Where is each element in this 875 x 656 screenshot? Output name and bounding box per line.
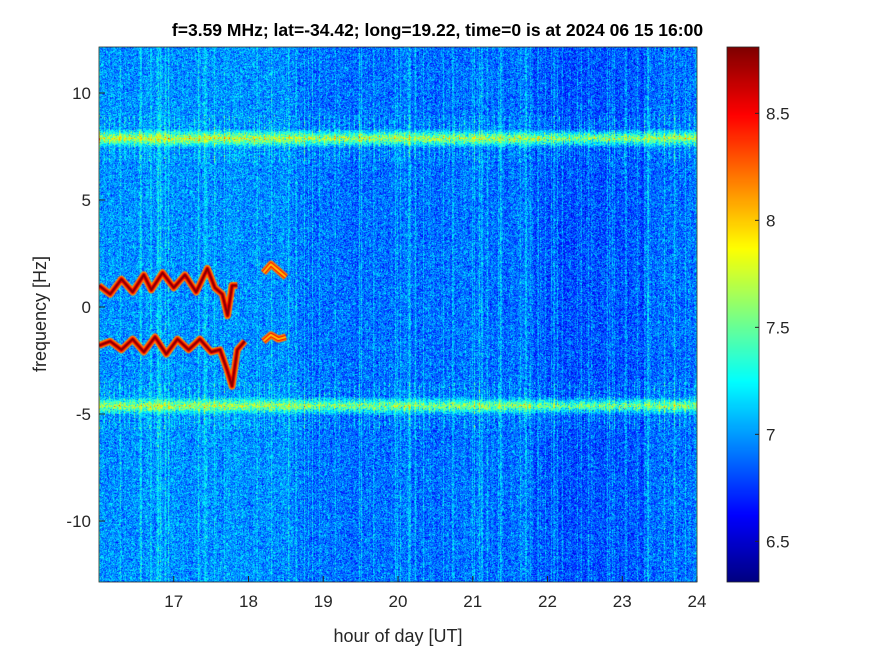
colorbar xyxy=(727,47,759,582)
x-tick-label: 23 xyxy=(613,592,632,611)
colorbar-tick-label: 8.5 xyxy=(766,104,790,123)
x-tick-label: 18 xyxy=(239,592,258,611)
y-tick-label: -5 xyxy=(76,405,91,424)
x-tick-label: 22 xyxy=(538,592,557,611)
y-tick-label: 10 xyxy=(72,84,91,103)
x-tick-label: 19 xyxy=(314,592,333,611)
y-axis-label: frequency [Hz] xyxy=(30,256,50,372)
colorbar-tick-label: 7 xyxy=(766,425,775,444)
y-tick-label: 0 xyxy=(82,298,91,317)
x-tick-label: 24 xyxy=(688,592,707,611)
x-tick-label: 20 xyxy=(389,592,408,611)
y-tick-label: 5 xyxy=(82,191,91,210)
chart-title: f=3.59 MHz; lat=-34.42; long=19.22, time… xyxy=(171,20,704,40)
x-tick-label: 21 xyxy=(463,592,482,611)
colorbar-tick-label: 7.5 xyxy=(766,318,790,337)
y-tick-label: -10 xyxy=(66,512,91,531)
x-axis-label: hour of day [UT] xyxy=(333,626,462,646)
colorbar-tick-label: 6.5 xyxy=(766,532,790,551)
colorbar-frame xyxy=(726,46,760,583)
spectrogram-image xyxy=(99,47,697,582)
plot-frame xyxy=(98,46,698,583)
colorbar-tick-label: 8 xyxy=(766,211,775,230)
x-tick-label: 17 xyxy=(164,592,183,611)
